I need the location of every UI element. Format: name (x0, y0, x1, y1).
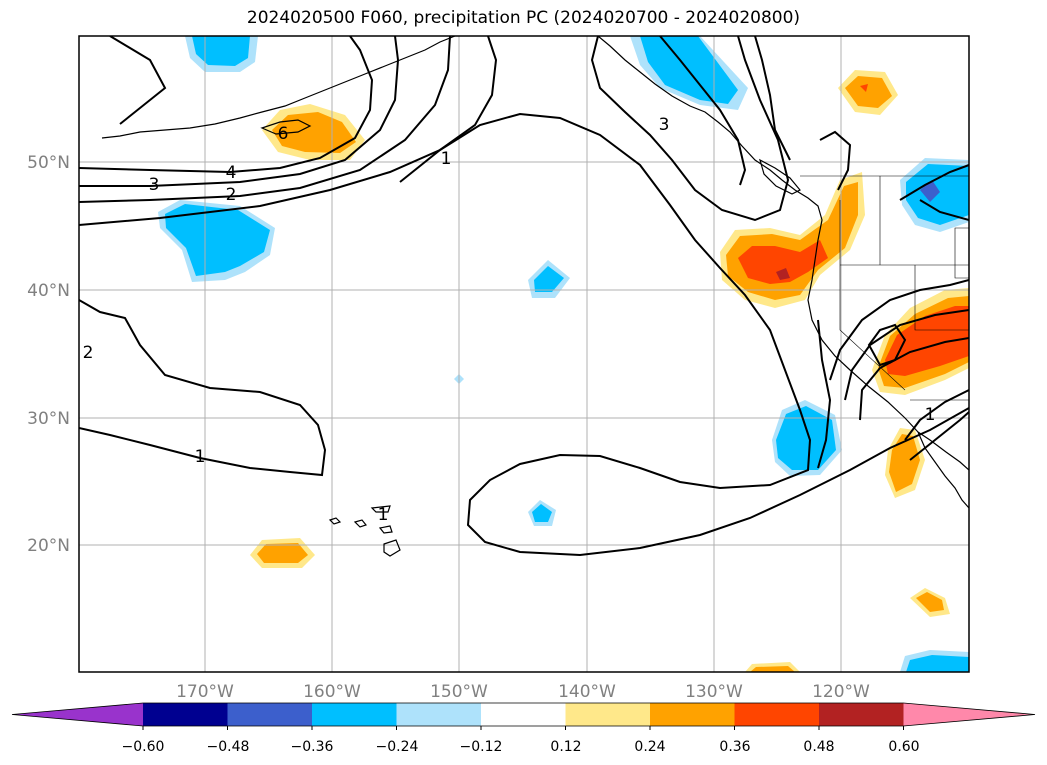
map-title: 2024020500 F060, precipitation PC (20240… (246, 8, 801, 28)
blue-anomaly-central-core (534, 266, 564, 292)
orange-anomaly-se-core (916, 592, 944, 612)
orange-anomaly-bottom-core (750, 666, 795, 672)
colorbar-extend-low (12, 703, 143, 726)
colorbar-segment (734, 703, 820, 726)
red-anomaly-pnw (738, 240, 828, 284)
contour-label: 6 (278, 124, 289, 144)
lat-label: 30°N (27, 409, 70, 429)
red-anomaly-sw (885, 306, 969, 376)
lon-label: 120°W (812, 682, 870, 702)
map-content: 6 4 3 2 1 3 2 1 1 1 (79, 36, 969, 672)
contour-label: 1 (441, 149, 452, 169)
colorbar-tick-label: 0.24 (634, 739, 665, 755)
colorbar-extend-high (903, 703, 1035, 726)
colorbar-segment (650, 703, 735, 726)
contour-label: 3 (659, 115, 670, 135)
colorbar-segment (143, 703, 228, 726)
blue-anomaly-south-core (532, 504, 552, 522)
colorbar-segment (396, 703, 482, 726)
colorbar (11, 702, 1036, 730)
contour-labels: 6 4 3 2 1 3 2 1 1 1 (83, 115, 936, 525)
colorbar-tick-label: 0.12 (550, 739, 581, 755)
colorbar-segment (312, 703, 397, 726)
colorbar-tick-label: −0.48 (207, 739, 250, 755)
blue-anomaly-bottom-right-core (906, 655, 969, 672)
latitude-labels: 50°N 40°N 30°N 20°N (27, 153, 70, 556)
lat-label: 20°N (27, 536, 70, 556)
longitude-labels: 170°W 160°W 150°W 140°W 130°W 120°W (176, 682, 870, 702)
lon-label: 150°W (430, 682, 488, 702)
contour-label: 1 (195, 447, 206, 467)
orange-anomaly-ne-core (845, 76, 892, 108)
colorbar-segment (227, 703, 313, 726)
lon-label: 160°W (303, 682, 361, 702)
colorbar-segment (565, 703, 651, 726)
colorbar-tick-label: −0.60 (122, 739, 165, 755)
contours (79, 36, 969, 557)
colorbar-tick-label: 0.60 (888, 739, 919, 755)
lat-label: 50°N (27, 153, 70, 173)
colorbar-tick-label: 0.48 (803, 739, 834, 755)
precip-shading (158, 36, 969, 672)
colorbar-segment (819, 703, 904, 726)
orange-anomaly-hawaii-core (257, 543, 308, 563)
colorbar-tick-label: 0.36 (719, 739, 750, 755)
colorbar-segment (481, 703, 566, 726)
lon-label: 130°W (685, 682, 743, 702)
lat-label: 40°N (27, 281, 70, 301)
blue-anomaly-gulf-nw-core (192, 36, 250, 66)
contour-label: 2 (83, 343, 94, 363)
colorbar-labels: −0.60 −0.48 −0.36 −0.24 −0.12 0.12 0.24 … (122, 739, 920, 755)
purple-anomaly-rockies (920, 180, 940, 202)
contour-label: 1 (378, 505, 389, 525)
contour-label: 4 (226, 163, 237, 183)
map-frame (78, 35, 970, 673)
lon-label: 140°W (558, 682, 616, 702)
contour-label: 1 (925, 405, 936, 425)
darkred-anomaly-pnw (776, 268, 790, 280)
orange-anomaly-baja-core (889, 434, 920, 492)
orange-anomaly-alaska-core (272, 112, 356, 153)
contour-label: 2 (226, 185, 237, 205)
contour-label: 3 (149, 175, 160, 195)
red-anomaly-ne (860, 84, 868, 92)
colorbar-tick-label: −0.24 (376, 739, 419, 755)
colorbar-tick-label: −0.12 (460, 739, 503, 755)
blue-anomaly-west-core (165, 204, 270, 276)
graticule (79, 36, 969, 672)
colorbar-tick-label: −0.36 (291, 739, 334, 755)
coastlines (101, 36, 969, 557)
lon-label: 170°W (176, 682, 234, 702)
